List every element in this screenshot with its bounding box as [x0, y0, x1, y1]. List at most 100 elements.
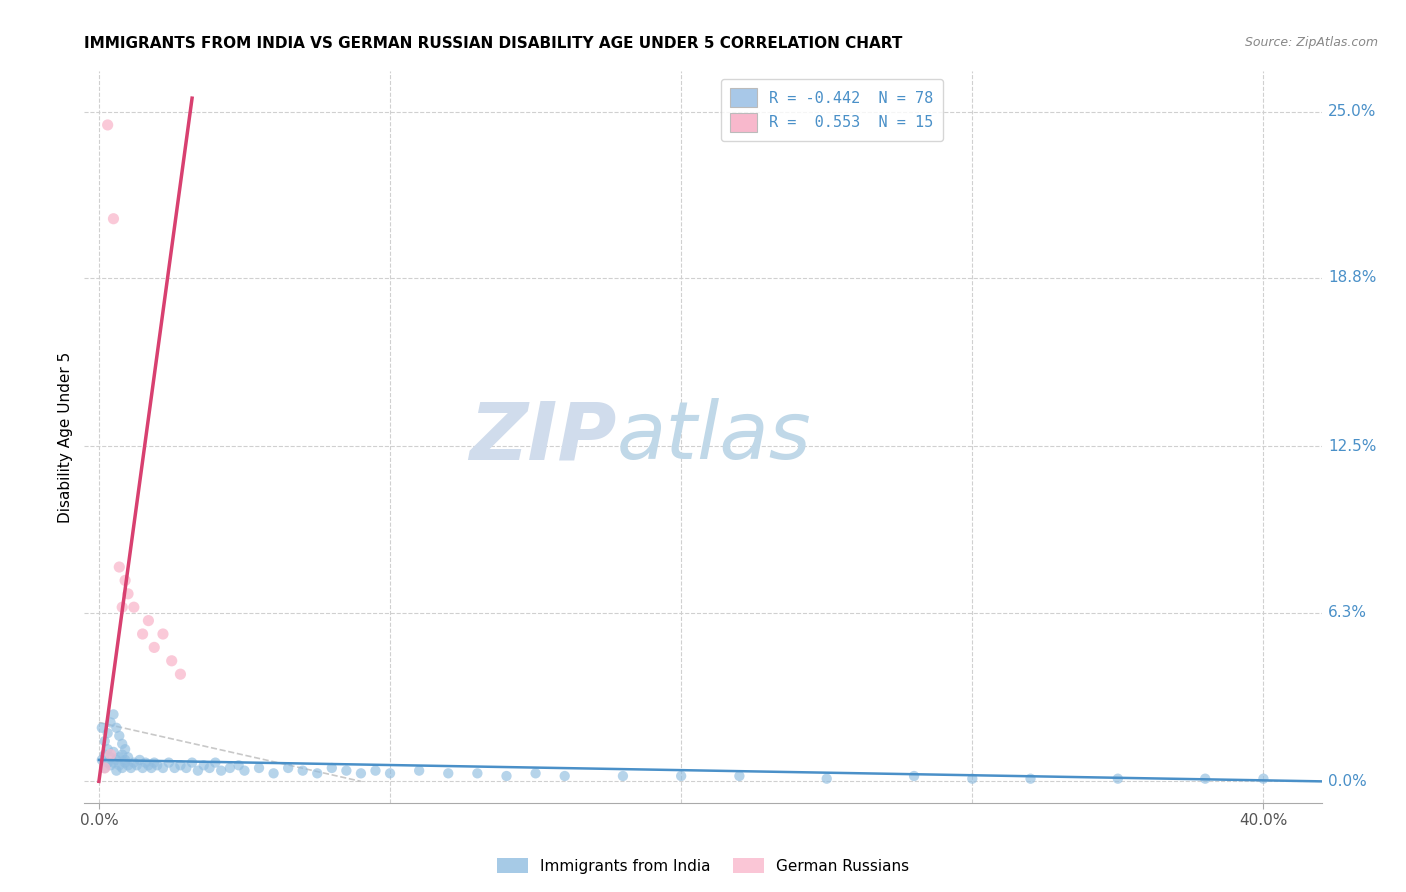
Text: ZIP: ZIP [470, 398, 616, 476]
Point [105, 721, 128, 735]
Point [111, 737, 134, 751]
Point [815, 772, 838, 786]
Point [108, 729, 131, 743]
Point [277, 761, 299, 775]
Legend: Immigrants from India, German Russians: Immigrants from India, German Russians [491, 852, 915, 880]
Point [209, 764, 232, 778]
Point [350, 766, 373, 780]
Point [1019, 772, 1042, 786]
Text: atlas: atlas [616, 398, 811, 476]
Point [108, 750, 131, 764]
Point [903, 769, 925, 783]
Point [204, 756, 226, 770]
Legend: R = -0.442  N = 78, R =  0.553  N = 15: R = -0.442 N = 78, R = 0.553 N = 15 [720, 79, 943, 141]
Point [364, 764, 387, 778]
Point [117, 587, 139, 601]
Point [612, 769, 634, 783]
Point [100, 715, 122, 730]
Point [138, 614, 160, 628]
Point [114, 756, 136, 770]
Point [93, 761, 115, 775]
Point [117, 758, 139, 772]
Point [152, 627, 174, 641]
Point [125, 758, 148, 772]
Point [128, 753, 150, 767]
Point [100, 747, 122, 762]
Text: 25.0%: 25.0% [1327, 104, 1376, 119]
Point [111, 600, 134, 615]
Point [131, 761, 153, 775]
Point [100, 758, 122, 772]
Point [97, 118, 120, 132]
Point [181, 756, 204, 770]
Point [1194, 772, 1216, 786]
Point [97, 756, 120, 770]
Point [160, 654, 183, 668]
Point [1253, 772, 1275, 786]
Point [103, 745, 125, 759]
Point [728, 769, 751, 783]
Text: 6.3%: 6.3% [1327, 605, 1367, 620]
Point [233, 764, 256, 778]
Point [122, 756, 145, 770]
Point [187, 764, 209, 778]
Point [93, 761, 115, 775]
Point [169, 758, 191, 772]
Point [131, 627, 153, 641]
Point [90, 721, 112, 735]
Point [117, 750, 139, 764]
Point [138, 758, 160, 772]
Point [291, 764, 314, 778]
Point [157, 756, 180, 770]
Point [307, 766, 329, 780]
Point [467, 766, 489, 780]
Point [93, 734, 115, 748]
Point [120, 761, 142, 775]
Point [105, 764, 128, 778]
Y-axis label: Disability Age Under 5: Disability Age Under 5 [58, 351, 73, 523]
Text: Source: ZipAtlas.com: Source: ZipAtlas.com [1244, 36, 1378, 49]
Point [103, 211, 125, 226]
Point [141, 761, 163, 775]
Point [114, 753, 136, 767]
Point [335, 764, 357, 778]
Point [669, 769, 692, 783]
Point [90, 753, 112, 767]
Point [108, 758, 131, 772]
Point [163, 761, 186, 775]
Point [97, 742, 120, 756]
Text: IMMIGRANTS FROM INDIA VS GERMAN RUSSIAN DISABILITY AGE UNDER 5 CORRELATION CHART: IMMIGRANTS FROM INDIA VS GERMAN RUSSIAN … [84, 36, 903, 51]
Text: 18.8%: 18.8% [1327, 270, 1376, 285]
Point [962, 772, 984, 786]
Point [134, 756, 156, 770]
Point [228, 758, 250, 772]
Point [152, 761, 174, 775]
Point [111, 761, 134, 775]
Point [103, 707, 125, 722]
Point [554, 769, 576, 783]
Point [108, 560, 131, 574]
Point [97, 726, 120, 740]
Point [378, 766, 401, 780]
Point [93, 747, 115, 762]
Point [105, 753, 128, 767]
Point [143, 756, 166, 770]
Point [143, 640, 166, 655]
Point [146, 758, 169, 772]
Point [169, 667, 191, 681]
Point [114, 574, 136, 588]
Point [408, 764, 430, 778]
Text: 0.0%: 0.0% [1327, 774, 1367, 789]
Point [1107, 772, 1129, 786]
Point [122, 600, 145, 615]
Point [263, 766, 285, 780]
Point [495, 769, 517, 783]
Point [174, 761, 197, 775]
Text: 12.5%: 12.5% [1327, 439, 1376, 454]
Point [100, 750, 122, 764]
Point [198, 761, 221, 775]
Point [247, 761, 270, 775]
Point [114, 742, 136, 756]
Point [437, 766, 460, 780]
Point [524, 766, 547, 780]
